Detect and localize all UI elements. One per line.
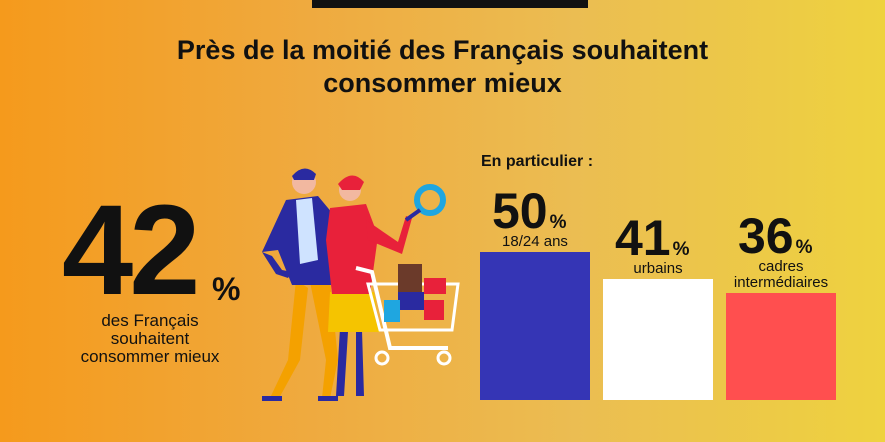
bar-value-unit: % [795,237,813,259]
headline-caption-line: consommer mieux [80,347,220,366]
bar [726,293,836,400]
cart-item [398,264,422,292]
bar-label: urbains [593,259,723,277]
man-arm [262,252,292,278]
magnifier-lens [414,184,446,216]
man-shirt [296,198,318,264]
man-left-leg [270,280,308,400]
bar-label-line: cadres [758,258,804,276]
man-shoe [262,396,282,401]
bar [603,278,713,400]
cart-item [424,278,446,294]
title-line-1: Près de la moitié des Français souhaiten… [176,35,709,65]
bar [480,252,590,400]
headline-unit: % [212,271,241,307]
woman-top [326,204,378,294]
top-bar [312,0,588,8]
headline-caption-line: des Français [101,311,199,330]
headline-value: 42 [62,179,200,322]
bar-value-unit: % [672,238,690,260]
bar-label: cadres intermédiaires [716,259,846,291]
man-hair [292,168,316,180]
cart-wheel [374,350,390,366]
headline-caption-line: souhaitent [110,329,190,348]
woman-arm [366,216,412,254]
headline-caption: des Français souhaitent consommer mieux [60,312,240,366]
cart-item [398,292,424,310]
bar-value-label: 41% [615,213,690,275]
woman-hair [338,175,364,190]
cart-frame [355,266,448,350]
bar-value-number: 50 [492,183,548,239]
woman-legs [336,328,364,396]
cart-item [384,300,400,322]
shopping-couple-illustration [262,168,460,401]
bar-label-line: 18/24 ans [502,233,568,250]
magnifier-handle [404,208,422,222]
bar-label-line: intermédiaires [733,274,829,292]
bar-label-line: urbains [633,259,683,277]
title-line-2: consommer mieux [323,68,562,98]
cart-item [424,300,444,320]
bar-value-number: 41 [615,209,671,266]
bar-value-unit: % [549,212,567,233]
bar-label: 18/24 ans [470,234,600,250]
cart-wheel [436,350,452,366]
detail-heading: En particulier : [481,153,594,170]
woman-skirt [328,292,380,332]
bar-value-label: 50% [492,186,567,248]
bar-value-label: 36% [738,211,813,273]
man-shoe [318,396,338,401]
bar-value-number: 36 [738,208,794,265]
page-title: Près de la moitié des Français souhaiten… [0,34,885,100]
